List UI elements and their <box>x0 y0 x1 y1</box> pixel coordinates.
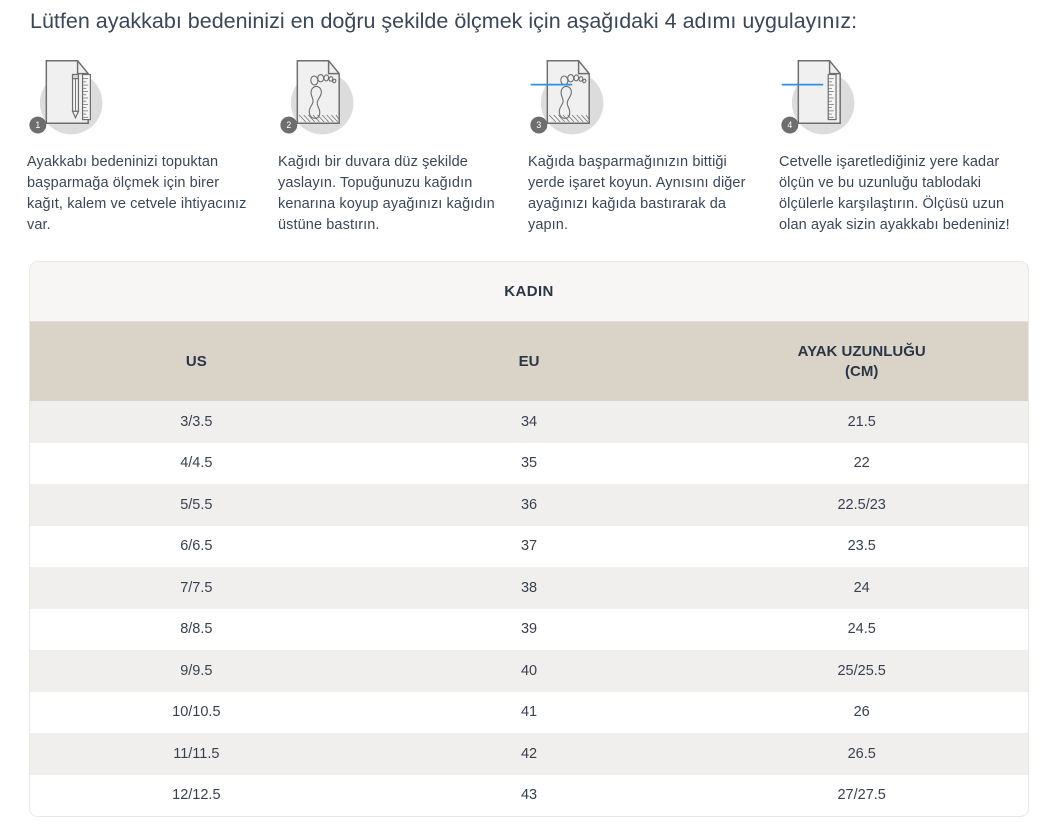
svg-text:1: 1 <box>35 120 40 130</box>
svg-text:3: 3 <box>536 120 541 130</box>
svg-text:2: 2 <box>286 120 291 130</box>
svg-text:4: 4 <box>787 120 792 130</box>
